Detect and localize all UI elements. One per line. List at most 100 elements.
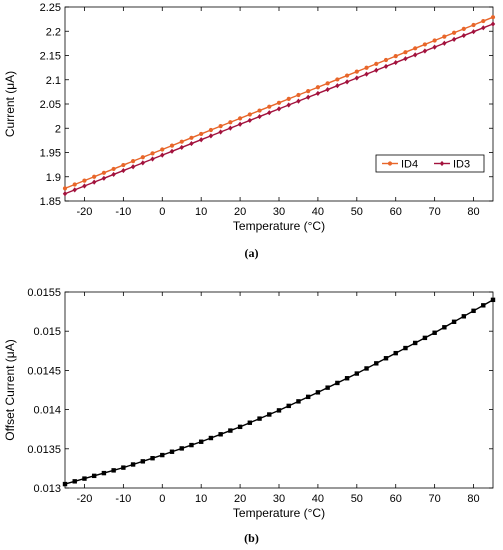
chart-b-data-point-offset bbox=[490, 297, 496, 303]
chart-a-data-point-id4 bbox=[471, 22, 476, 28]
chart-b-data-point-offset bbox=[412, 340, 418, 346]
chart-a-data-point-id4 bbox=[121, 162, 126, 168]
chart-a-data-point-id4 bbox=[393, 53, 398, 59]
chart-b-data-point-offset bbox=[189, 442, 194, 448]
chart-b-y-tick-label: 0.0155 bbox=[27, 287, 61, 299]
chart-a-x-tick-label: 40 bbox=[312, 206, 324, 218]
chart-a-data-point-id4 bbox=[169, 143, 175, 148]
chart-a-data-point-id3 bbox=[198, 137, 204, 143]
chart-a-data-point-id3 bbox=[208, 133, 214, 139]
chart-a-data-point-id3 bbox=[130, 164, 136, 170]
subfigure-caption-a: (a) bbox=[244, 246, 259, 260]
chart-a-data-point-id4 bbox=[189, 135, 194, 140]
chart-b-data-point-offset bbox=[82, 476, 87, 481]
chart-a-data-point-id4 bbox=[451, 30, 457, 35]
chart-a-legend-marker-id4 bbox=[387, 161, 393, 166]
chart-a-data-point-id4 bbox=[257, 108, 262, 113]
chart-a-y-tick-label: 2.25 bbox=[40, 2, 61, 14]
chart-a-y-tick-label: 2 bbox=[55, 123, 61, 135]
chart-b-data-point-offset bbox=[403, 345, 408, 351]
chart-a-data-point-id4 bbox=[111, 166, 116, 172]
chart-b-data-point-offset bbox=[179, 446, 184, 451]
chart-b-data-point-offset bbox=[471, 308, 476, 314]
chart-b-data-point-offset bbox=[305, 394, 311, 400]
chart-a-y-axis-label: Current (μA) bbox=[3, 71, 17, 137]
chart-a-data-point-id4 bbox=[276, 100, 282, 105]
chart-a-x-axis-label: Temperature (°C) bbox=[233, 219, 325, 233]
chart-b-data-point-offset bbox=[344, 376, 350, 381]
chart-b-y-tick-label: 0.0145 bbox=[27, 365, 61, 377]
chart-a-data-point-id4 bbox=[208, 127, 214, 133]
chart-a-data-point-id4 bbox=[403, 50, 408, 55]
chart-b-data-point-offset bbox=[481, 303, 486, 308]
chart-a-data-point-id4 bbox=[364, 65, 369, 70]
chart-a-data-point-id3 bbox=[237, 121, 243, 127]
chart-offset-current-vs-temperature: -20 -10 0 10 20 30 40 50 60 70 80 0.013 0.0135 0.014 0… bbox=[3, 287, 496, 520]
chart-a-data-point-id3 bbox=[101, 175, 107, 181]
chart-b-data-point-offset bbox=[335, 380, 340, 386]
chart-a-data-point-id3 bbox=[296, 98, 301, 104]
chart-a-legend-label-id3: ID3 bbox=[453, 159, 470, 171]
chart-a-data-point-id3 bbox=[383, 63, 389, 70]
chart-a-y-tick-label: 2.05 bbox=[40, 99, 61, 111]
chart-a-data-point-id3 bbox=[481, 25, 486, 31]
chart-a-data-point-id4 bbox=[490, 15, 496, 20]
chart-a-data-point-id3 bbox=[335, 83, 340, 89]
chart-b-data-point-offset bbox=[91, 473, 97, 479]
chart-a-data-point-id4 bbox=[82, 178, 87, 183]
chart-a-data-point-id4 bbox=[374, 61, 379, 66]
chart-a-x-tick-label: 10 bbox=[195, 206, 207, 218]
chart-a-data-point-id3 bbox=[72, 187, 77, 193]
chart-a-data-point-id3 bbox=[267, 110, 272, 116]
chart-b-y-tick-label: 0.013 bbox=[33, 483, 61, 495]
chart-b-data-point-offset bbox=[62, 481, 68, 487]
chart-b-data-point-offset bbox=[432, 330, 437, 335]
chart-a-data-point-id3 bbox=[432, 44, 437, 50]
chart-a-data-point-id3 bbox=[276, 106, 282, 112]
chart-current-vs-temperature: -20 -10 0 10 20 30 40 50 60 70 80 1.85 1.9 1.95 2 2.05 2… bbox=[3, 2, 496, 233]
chart-a-data-point-id3 bbox=[393, 59, 398, 66]
chart-a-data-point-id3 bbox=[179, 144, 184, 151]
chart-a-data-point-id4 bbox=[150, 151, 155, 156]
chart-a-data-point-id3 bbox=[412, 52, 418, 58]
chart-a-data-point-id3 bbox=[490, 21, 496, 27]
chart-b-x-tick-label: 20 bbox=[234, 493, 246, 505]
chart-a-data-point-id4 bbox=[481, 18, 486, 24]
chart-a-data-point-id4 bbox=[461, 26, 466, 31]
chart-a-data-point-id3 bbox=[374, 67, 379, 73]
chart-b-data-point-offset bbox=[374, 361, 379, 366]
chart-a-x-tick-label: 0 bbox=[159, 206, 165, 218]
chart-a-data-point-id4 bbox=[179, 139, 184, 144]
chart-b-data-point-offset bbox=[442, 325, 447, 330]
chart-a-data-point-id4 bbox=[413, 46, 418, 51]
chart-a-data-point-id3 bbox=[471, 29, 476, 35]
chart-a-data-point-id3 bbox=[422, 48, 428, 54]
chart-a-x-tick-label: -10 bbox=[115, 206, 131, 218]
chart-a-data-point-id3 bbox=[140, 160, 146, 166]
chart-a-data-point-id4 bbox=[335, 77, 340, 82]
chart-a-x-tick-label: 30 bbox=[273, 206, 285, 218]
chart-a-data-point-id3 bbox=[325, 86, 330, 93]
chart-a-data-point-id4 bbox=[130, 159, 136, 164]
chart-a-data-point-id3 bbox=[286, 102, 291, 108]
chart-a-data-point-id4 bbox=[199, 131, 204, 137]
chart-a-data-point-id4 bbox=[72, 182, 77, 187]
chart-a-data-point-id3 bbox=[344, 79, 350, 85]
chart-b-data-point-offset bbox=[315, 390, 321, 395]
chart-b-data-point-offset bbox=[325, 385, 330, 390]
chart-a-data-point-id4 bbox=[422, 42, 428, 47]
chart-a-data-point-id3 bbox=[160, 152, 165, 158]
chart-a-data-point-id4 bbox=[267, 104, 272, 109]
chart-a-legend-marker-id3 bbox=[439, 160, 445, 167]
chart-a-y-tick-label: 1.85 bbox=[40, 196, 61, 208]
chart-a-x-tick-label: 80 bbox=[467, 206, 479, 218]
chart-b-x-tick-label: 50 bbox=[351, 493, 363, 505]
chart-b-x-tick-label: -20 bbox=[77, 493, 93, 505]
chart-b-data-point-offset bbox=[257, 416, 262, 421]
chart-a-legend bbox=[375, 154, 485, 173]
chart-a-x-tick-label: 60 bbox=[390, 206, 402, 218]
chart-b-y-tick-label: 0.015 bbox=[33, 326, 61, 338]
chart-a-data-point-id4 bbox=[101, 170, 107, 175]
chart-b-data-point-offset bbox=[111, 468, 116, 473]
